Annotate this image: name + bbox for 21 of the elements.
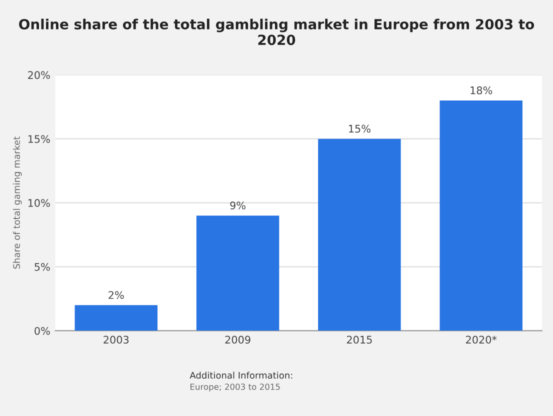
text: Europe; 2003 to 2015 [190,384,280,392]
data-label: 18% [470,86,492,94]
y-tick-label: 10% [28,199,50,207]
bar [74,305,158,331]
chart-title: Online share of the total gambling market in Europe from 2003 to 2020 [19,18,534,46]
x-tick-label: 2003 [104,336,129,344]
data-label: 2% [108,291,124,299]
data-label: 15% [349,124,370,133]
x-tick-label: 2020* [466,336,497,344]
text: Additional Information: [190,372,292,379]
y-tick-label: 15% [28,135,50,143]
bar [196,216,280,331]
y-tick-label: 5% [34,262,50,271]
data-label: 9% [230,202,246,210]
bar [318,138,401,331]
y-axis-title: Share of total gaming market [12,136,22,269]
y-tick-label: 20% [28,71,50,79]
x-tick-label: 2015 [346,336,372,344]
y-tick-label: 0% [34,326,50,335]
x-tick-label: 2009 [225,336,250,344]
bar [440,100,522,331]
